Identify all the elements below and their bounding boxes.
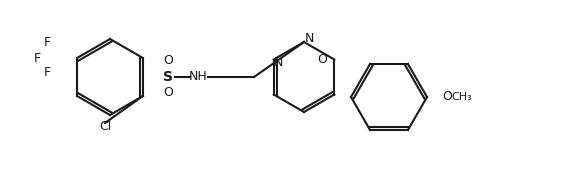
Text: NH: NH (188, 70, 208, 84)
Text: CH₃: CH₃ (452, 92, 473, 102)
Text: S: S (163, 70, 173, 84)
Text: O: O (163, 87, 173, 99)
Text: F: F (33, 52, 41, 64)
Text: O: O (318, 53, 327, 66)
Text: F: F (43, 36, 51, 50)
Text: F: F (43, 67, 51, 79)
Text: O: O (163, 55, 173, 67)
Text: Cl: Cl (99, 121, 111, 133)
Text: N: N (305, 33, 314, 45)
Text: O: O (442, 90, 452, 104)
Text: N: N (274, 56, 283, 69)
